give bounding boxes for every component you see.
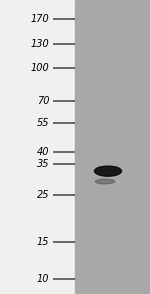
Ellipse shape	[95, 179, 115, 184]
Ellipse shape	[94, 166, 122, 176]
Text: 25: 25	[37, 190, 50, 200]
Text: 170: 170	[31, 14, 50, 24]
Text: 100: 100	[31, 63, 50, 73]
Text: 130: 130	[31, 39, 50, 49]
Text: 70: 70	[37, 96, 50, 106]
Text: 55: 55	[37, 118, 50, 128]
Text: 15: 15	[37, 237, 50, 247]
Bar	[75, 0, 150, 294]
Text: 40: 40	[37, 147, 50, 157]
Text: 10: 10	[37, 274, 50, 284]
Text: 35: 35	[37, 159, 50, 169]
